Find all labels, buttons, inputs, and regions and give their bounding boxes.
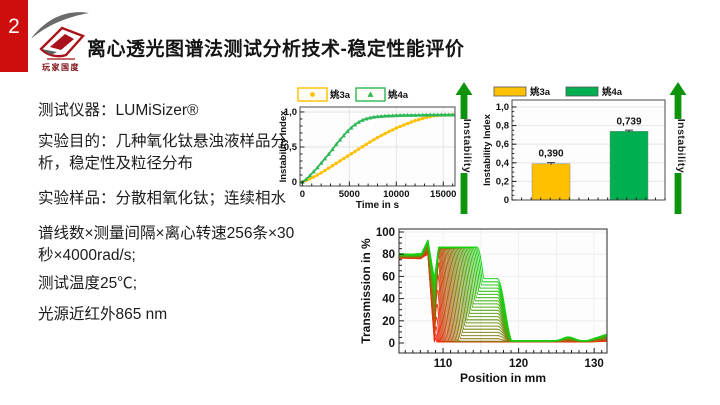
svg-text:100: 100 bbox=[376, 227, 395, 239]
logo-eye-corner bbox=[41, 49, 57, 55]
info-sample: 实验样品：分散相氧化钛；连续相水 bbox=[38, 190, 287, 207]
rog-logo-icon: 玩家国度 bbox=[31, 12, 89, 72]
svg-text:5000: 5000 bbox=[339, 189, 360, 200]
page-title: 离心透光图谱法测试分析技术-稳定性能评价 bbox=[87, 39, 465, 60]
svg-text:姚4a: 姚4a bbox=[601, 86, 623, 98]
svg-text:1,0: 1,0 bbox=[284, 107, 297, 118]
logo-eye-outline bbox=[39, 26, 86, 58]
svg-text:130: 130 bbox=[585, 358, 604, 370]
svg-text:0: 0 bbox=[300, 189, 305, 200]
svg-text:姚4a: 姚4a bbox=[387, 89, 409, 101]
svg-text:0: 0 bbox=[504, 195, 509, 206]
experiment-info: 测试仪器：LUMiSizer® 实验目的：几种氧化钛悬浊液样品分析，稳定性及粒径… bbox=[38, 100, 296, 326]
page-number-box: 2 bbox=[0, 0, 28, 72]
svg-text:姚3a: 姚3a bbox=[329, 89, 351, 101]
svg-text:Instability Index: Instability Index bbox=[483, 113, 493, 186]
svg-text:20: 20 bbox=[382, 316, 395, 328]
info-temperature: 测试温度25℃; bbox=[38, 275, 138, 292]
svg-text:Instability: Instability bbox=[675, 119, 687, 174]
svg-text:姚3a: 姚3a bbox=[529, 86, 551, 98]
svg-text:Instability: Instability bbox=[461, 119, 473, 174]
page-number: 2 bbox=[8, 15, 20, 38]
logo-caption: 玩家国度 bbox=[42, 62, 80, 72]
svg-text:80: 80 bbox=[382, 249, 395, 261]
svg-text:0,2: 0,2 bbox=[496, 176, 509, 187]
svg-text:110: 110 bbox=[434, 358, 453, 370]
svg-text:Instability Index: Instability Index bbox=[278, 110, 289, 183]
instability-arrow-up-icon: Instability bbox=[455, 82, 473, 214]
svg-text:0,6: 0,6 bbox=[496, 139, 509, 150]
logo-eye-pupil bbox=[50, 34, 74, 50]
logo-caption-micro bbox=[47, 58, 75, 60]
info-light-source: 光源近红外865 nm bbox=[38, 306, 168, 323]
info-instrument: 测试仪器：LUMiSizer® bbox=[38, 102, 199, 119]
instability-line-chart: 0 0,5 1,0 0 5000 10000 15000 Time in s Instabili… bbox=[278, 87, 456, 211]
instability-arrow-up-icon: Instability bbox=[669, 82, 687, 214]
svg-text:0,4: 0,4 bbox=[496, 158, 510, 169]
svg-text:Position in mm: Position in mm bbox=[460, 371, 546, 385]
transmission-profile-chart: 110 120 130 0 20 40 60 80 100 Position in mm Trans… bbox=[359, 227, 608, 385]
svg-text:10000: 10000 bbox=[383, 189, 409, 200]
svg-text:60: 60 bbox=[382, 271, 395, 283]
svg-text:Time in s: Time in s bbox=[356, 200, 400, 211]
svg-text:0,390: 0,390 bbox=[538, 149, 563, 160]
svg-text:0,8: 0,8 bbox=[496, 121, 509, 132]
svg-text:0,739: 0,739 bbox=[616, 116, 641, 127]
svg-text:1,0: 1,0 bbox=[496, 102, 509, 113]
svg-text:15000: 15000 bbox=[430, 189, 456, 200]
svg-text:0: 0 bbox=[389, 338, 395, 350]
svg-text:120: 120 bbox=[509, 358, 528, 370]
svg-text:0: 0 bbox=[292, 177, 297, 188]
svg-text:40: 40 bbox=[382, 294, 395, 306]
info-purpose: 实验目的：几种氧化钛悬浊液样品分析，稳定性及粒径分布 bbox=[38, 133, 287, 172]
info-parameters: 谱线数×测量间隔×离心转速256条×30秒×4000rad/s; bbox=[38, 225, 295, 264]
svg-text:Transmission in %: Transmission in % bbox=[359, 238, 373, 344]
svg-text:0,5: 0,5 bbox=[284, 142, 298, 153]
logo-swoosh bbox=[31, 12, 89, 39]
